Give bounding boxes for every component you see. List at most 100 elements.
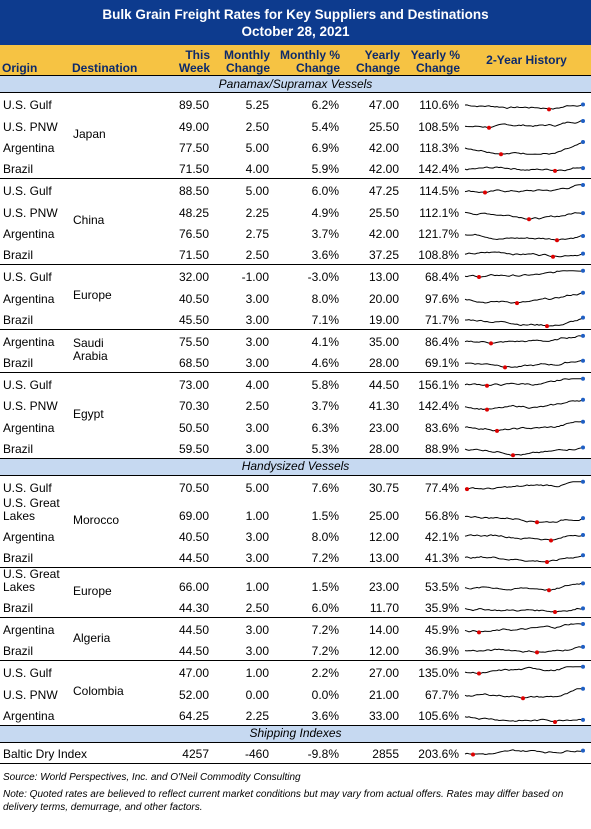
value: 41.3% [402,546,462,568]
origin: Brazil [0,350,70,373]
value: 14.00 [368,623,399,637]
origin: U.S. Gulf [3,377,52,392]
sparkline-end [581,290,585,295]
data-row: Brazil 68.50 3.00 4.6% 28.00 69.1% [0,350,591,373]
value: 42.00 [368,227,399,241]
value: 3.00 [212,350,272,373]
destination: Colombia [70,660,165,726]
value: 5.00 [245,141,269,155]
data-row: U.S. Gulf Japan 89.50 5.25 6.2% 47.00 110.6% [0,92,591,179]
sparkline-path [464,166,584,172]
value: 4.00 [212,157,272,179]
sparkline-low [489,340,493,345]
value: 67.7% [424,687,459,702]
value: 1.5% [311,580,339,594]
sparkline [464,686,585,700]
destination-label: Algeria [73,630,111,645]
history [462,682,591,704]
sparkline-end [581,397,585,402]
value: 19.00 [342,307,402,330]
data-row: Argentina Algeria 44.50 3.00 7.2% 14.00 45.9% [0,617,591,661]
sparkline-path [464,184,584,194]
sparkline [464,419,585,433]
sparkline-low [483,190,487,195]
sparkline [464,233,585,243]
origin: U.S. Gulf [3,480,52,495]
sparkline-end [581,515,585,520]
origin: Argentina [3,530,55,544]
sparkline-end [581,118,585,123]
value: 5.00 [245,184,269,198]
sparkline-low [545,323,549,328]
destination-label: Europe [73,288,112,303]
value: 40.50 [178,291,209,306]
value: 28.00 [342,436,402,459]
title: Bulk Grain Freight Rates for Key Supplie… [102,6,489,22]
value: 4257 [165,742,212,764]
sparkline-path [464,666,583,675]
sparkline-end [581,581,585,586]
sparkline-end [581,251,585,256]
origin: U.S. Gulf [3,666,52,680]
origin: U.S. PNW [3,119,58,134]
sparkline-path [464,334,584,344]
value: 13.00 [368,270,399,284]
data-row: U.S. PNW 49.00 2.50 5.4% 25.50 108.5% [0,114,591,136]
value: 7.2% [311,623,339,637]
value: 8.0% [311,291,339,306]
sparkline-end [581,444,585,449]
sparkline-path [464,377,584,386]
value: 44.50 [165,546,212,568]
sparkline-low [487,125,491,130]
history [462,415,591,437]
history [462,436,591,459]
history [462,350,591,373]
value: 41.30 [368,399,399,413]
history [462,372,591,394]
value: 6.9% [311,141,339,155]
sparkline-low [465,486,469,491]
value: 13.00 [342,546,402,568]
origin: Argentina [3,334,55,349]
data-row: U.S. PNW 48.25 2.25 4.9% 25.50 112.1% [0,200,591,222]
origin: Argentina [3,227,55,241]
value: 27.00 [368,666,399,680]
sparkline [464,268,585,280]
sparkline-path [464,623,584,633]
destination: Europe [70,567,165,618]
origin: Brazil [0,436,70,459]
sparkline-low [553,168,557,173]
sparkline-end [581,606,585,611]
data-row: U.S. PNW 70.30 2.50 3.7% 41.30 142.4% [0,394,591,416]
column-header: Yearly Change [342,45,402,76]
value: -460 [212,742,272,764]
value: 88.9% [402,436,462,459]
section-row: Handysized Vessels [0,457,591,476]
sparkline [464,664,585,676]
section-row: Shipping Indexes [0,724,591,743]
destination-label: Morocco [73,512,120,527]
sparkline [464,715,585,724]
destination-label: Japan [73,127,106,141]
sparkline-low [521,695,525,700]
value: 2.50 [212,596,272,618]
value: 6.0% [311,184,339,198]
sparkline [464,140,585,157]
sparkline-low [549,538,553,543]
value: 70.50 [178,480,209,495]
data-row: U.S. PNW 52.00 0.00 0.0% 21.00 67.7% [0,682,591,704]
data-row: Argentina 77.50 5.00 6.9% 42.00 118.3% [0,136,591,158]
value: 44.30 [165,596,212,618]
sparkline-path [464,119,584,128]
data-row: Brazil 45.50 3.00 7.1% 19.00 71.7% [0,307,591,330]
sparkline-low [527,216,531,221]
value: 28.00 [342,350,402,373]
destination: Europe [70,264,165,330]
note: Note: Quoted rates are believed to refle… [3,789,564,813]
sparkline [464,553,585,564]
sparkline-end [581,333,585,338]
history [462,596,591,618]
destination-label: Colombia [73,684,124,699]
value: 3.00 [212,639,272,661]
